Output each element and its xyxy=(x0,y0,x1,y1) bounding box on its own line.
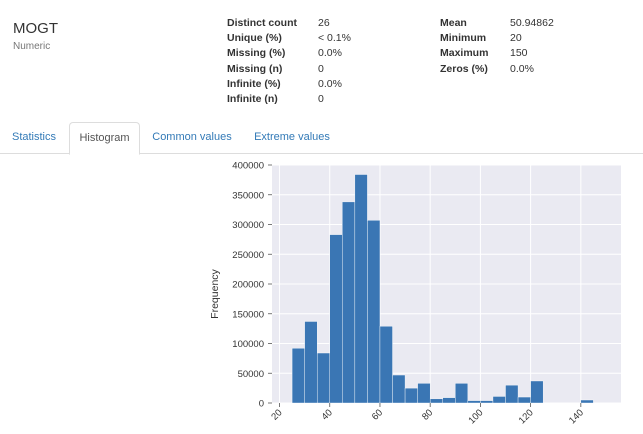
histogram-chart: 0 50000 100000 150000 200000 250000 300000 3500… xyxy=(209,161,621,426)
x-tick-label: 60 xyxy=(370,407,385,422)
stat-key: Distinct count xyxy=(227,17,297,29)
stat-row: Minimum 20 xyxy=(440,31,554,46)
stat-value: 50.94862 xyxy=(510,17,554,29)
histogram-bar xyxy=(417,383,431,404)
histogram-bar xyxy=(392,374,406,404)
stat-key: Minimum xyxy=(440,32,487,45)
stat-row: Infinite (%) 0.0% xyxy=(227,77,351,92)
stat-value: 0.0% xyxy=(318,47,342,60)
y-tick-label: 150000 xyxy=(232,309,264,320)
stat-row: Zeros (%) 0.0% xyxy=(440,62,554,77)
x-tick-label: 100 xyxy=(467,407,486,426)
tab-extreme-values[interactable]: Extreme values xyxy=(254,131,330,143)
histogram-bar xyxy=(442,397,456,404)
histogram-bar xyxy=(367,220,381,404)
tab-common-values[interactable]: Common values xyxy=(152,131,232,143)
y-tick-label: 250000 xyxy=(232,250,264,261)
tab-bar: Statistics Histogram Common values Extre… xyxy=(0,122,643,155)
stat-value: 0.0% xyxy=(318,77,342,90)
stat-row: Distinct count 26 xyxy=(227,16,351,31)
stat-row: Maximum 150 xyxy=(440,46,554,61)
x-tick-label: 40 xyxy=(320,407,335,422)
y-tick-label: 100000 xyxy=(232,339,264,350)
stat-value: 20 xyxy=(510,32,522,45)
stat-value: < 0.1% xyxy=(318,32,351,45)
stat-value: 0 xyxy=(318,62,324,75)
variable-title: MOGT xyxy=(13,20,58,37)
y-tick-label: 200000 xyxy=(232,280,264,291)
stat-key: Zeros (%) xyxy=(440,62,488,75)
stat-key: Infinite (%) xyxy=(227,77,281,90)
histogram-bar xyxy=(480,400,494,404)
stat-value: 0 xyxy=(318,93,324,106)
histogram-bar xyxy=(404,387,418,404)
y-tick-label: 0 xyxy=(259,399,264,410)
stat-row: Unique (%) < 0.1% xyxy=(227,31,351,46)
histogram-bar xyxy=(291,348,305,404)
histogram-bar xyxy=(329,234,343,404)
histogram-bar xyxy=(492,396,506,404)
stat-value: 0.0% xyxy=(510,62,534,75)
stat-row: Missing (%) 0.0% xyxy=(227,46,351,61)
y-axis-label: Frequency xyxy=(209,268,221,318)
y-tick-label: 400000 xyxy=(232,161,264,172)
histogram-bar xyxy=(467,400,481,404)
x-tick-label: 140 xyxy=(567,407,586,426)
y-tick-label: 300000 xyxy=(232,220,264,231)
y-tick-label: 350000 xyxy=(232,190,264,201)
stat-row: Missing (n) 0 xyxy=(227,62,351,77)
stats-table-right: Mean 50.94862 Minimum 20 Maximum 150 Zeros … xyxy=(440,16,554,77)
bars xyxy=(291,174,594,404)
histogram-bar xyxy=(517,396,531,404)
stat-row: Infinite (n) 0 xyxy=(227,92,351,107)
stat-value: 150 xyxy=(510,47,528,60)
stat-key: Maximum xyxy=(440,47,489,60)
histogram-bar xyxy=(429,398,443,404)
stat-value: 26 xyxy=(318,17,330,29)
stat-key: Infinite (n) xyxy=(227,93,278,106)
stat-key: Mean xyxy=(440,17,467,29)
stats-table-left: Distinct count 26 Unique (%) < 0.1% Missin… xyxy=(227,16,351,107)
stat-row: Mean 50.94862 xyxy=(440,16,554,31)
histogram-bar xyxy=(580,399,594,404)
histogram-bar xyxy=(530,380,544,404)
y-tick-label: 50000 xyxy=(238,369,264,380)
x-tick-label: 20 xyxy=(269,407,284,422)
histogram-bar xyxy=(379,326,393,404)
stat-key: Unique (%) xyxy=(227,32,282,45)
x-tick-label: 80 xyxy=(420,407,435,422)
histogram-bar xyxy=(316,352,330,404)
histogram-bar xyxy=(304,321,318,404)
stat-key: Missing (n) xyxy=(227,62,283,75)
tab-histogram[interactable]: Histogram xyxy=(69,122,140,155)
histogram-bar xyxy=(455,383,469,404)
histogram-bar xyxy=(354,174,368,404)
x-tick-label: 120 xyxy=(517,407,536,426)
histogram-bar xyxy=(342,201,356,404)
tab-statistics[interactable]: Statistics xyxy=(11,131,56,143)
variable-type: Numeric xyxy=(13,41,51,52)
stat-key: Missing (%) xyxy=(227,47,286,60)
histogram-bar xyxy=(505,384,519,404)
